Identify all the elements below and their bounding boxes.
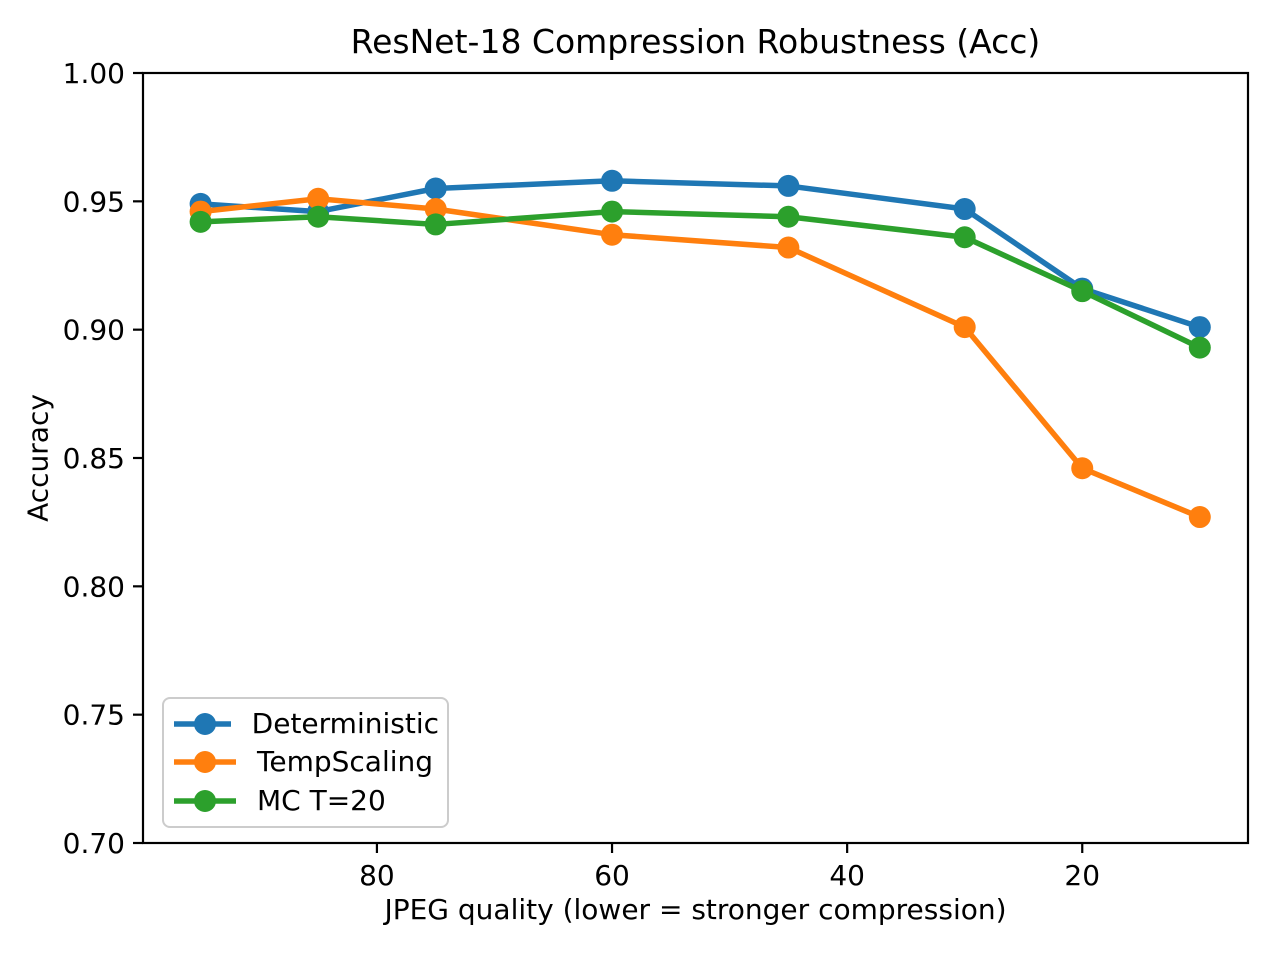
data-point-mc-t-20 [189,210,212,233]
legend-item-mc-t-20: MC T=20 [174,783,439,817]
data-point-mc-t-20 [307,205,330,228]
data-point-tempscaling [601,223,624,246]
data-point-deterministic [1188,316,1211,339]
y-tick-label: 1.00 [63,57,125,90]
legend-marker-deterministic [174,713,231,736]
series-line-mc-t-20 [200,208,1201,351]
data-point-deterministic [424,177,447,200]
y-tick-label: 0.75 [63,699,125,732]
x-tick-label: 20 [1064,859,1100,892]
legend-label: MC T=20 [257,783,386,817]
y-axis-label: Accuracy [21,394,55,522]
legend-item-tempscaling: TempScaling [174,748,439,776]
data-point-tempscaling [1188,506,1211,529]
data-point-mc-t-20 [777,205,800,228]
legend-marker-mc-t-20 [174,789,236,812]
data-point-deterministic [601,169,624,192]
x-tick-label: 40 [829,859,865,892]
legend-marker-tempscaling [174,751,236,774]
x-axis-label: JPEG quality (lower = stronger compressi… [384,893,1007,926]
series-mc-t-20 [189,200,1211,359]
y-tick-label: 0.80 [63,570,125,603]
x-tick-label: 60 [594,859,630,892]
data-point-tempscaling [1071,457,1094,480]
series-deterministic [189,169,1211,339]
data-point-tempscaling [424,198,447,221]
y-tick-label: 0.70 [63,827,125,860]
legend-label: Deterministic [251,707,439,741]
data-point-tempscaling [953,316,976,339]
data-point-deterministic [953,198,976,221]
data-point-tempscaling [307,187,330,210]
data-point-mc-t-20 [1188,336,1211,359]
chart-title: ResNet-18 Compression Robustness (Acc) [350,22,1041,61]
y-tick-label: 0.85 [63,442,125,475]
legend-item-deterministic: Deterministic [174,710,439,738]
data-point-deterministic [777,174,800,197]
data-point-mc-t-20 [424,213,447,236]
series-line-tempscaling [200,196,1201,520]
legend-label: TempScaling [257,745,434,779]
data-point-mc-t-20 [953,226,976,249]
series-tempscaling [189,187,1211,529]
data-point-mc-t-20 [601,200,624,223]
data-point-tempscaling [777,236,800,259]
y-tick-label: 0.95 [63,185,125,218]
legend: Deterministic TempScaling MC T=20 [162,697,449,828]
y-tick-label: 0.90 [63,314,125,347]
x-tick-label: 80 [359,859,395,892]
data-point-mc-t-20 [1071,280,1094,303]
series-line-deterministic [200,178,1201,330]
